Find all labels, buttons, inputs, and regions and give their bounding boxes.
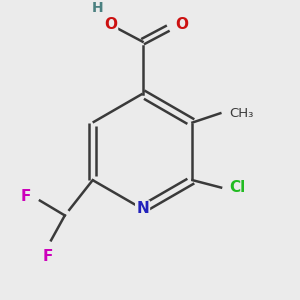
Text: Cl: Cl bbox=[230, 180, 246, 195]
Text: F: F bbox=[21, 189, 32, 204]
Text: O: O bbox=[175, 17, 188, 32]
Text: H: H bbox=[92, 1, 104, 15]
Text: N: N bbox=[136, 201, 149, 216]
Text: O: O bbox=[104, 17, 118, 32]
Text: CH₃: CH₃ bbox=[230, 107, 254, 120]
Text: F: F bbox=[43, 249, 53, 264]
